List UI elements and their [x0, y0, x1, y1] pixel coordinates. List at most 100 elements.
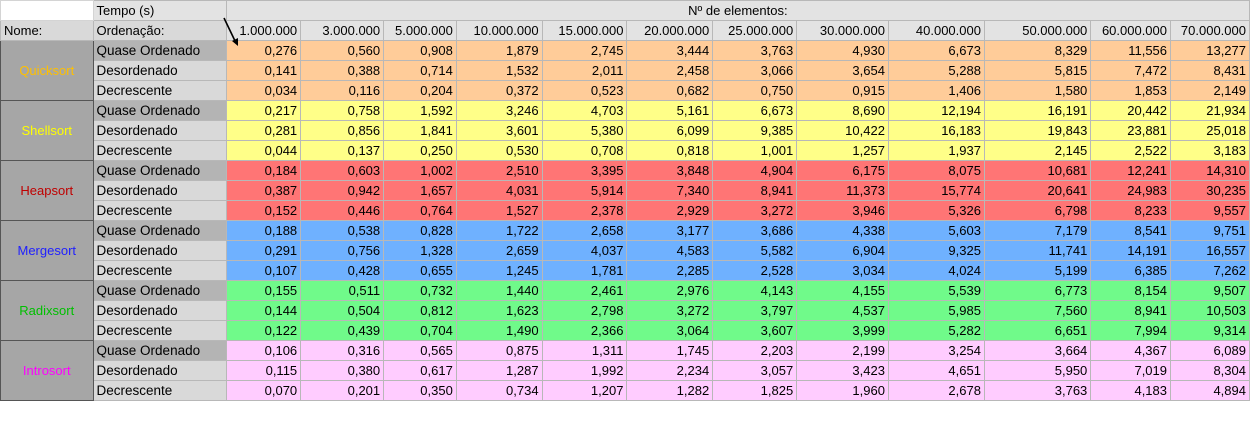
time-value-cell: 1,853: [1090, 80, 1172, 101]
time-value-cell: 0,201: [300, 380, 385, 401]
time-value-cell: 0,875: [455, 340, 543, 361]
ordering-type-label: Desordenado: [92, 300, 227, 321]
time-value-cell: 3,848: [626, 160, 714, 181]
ordering-type-label: Decrescente: [92, 80, 227, 101]
time-value-cell: 1,841: [383, 120, 457, 141]
ordering-type-label: Quase Ordenado: [92, 280, 227, 301]
time-value-cell: 3,395: [541, 160, 628, 181]
time-value-cell: 6,673: [887, 40, 985, 61]
time-value-cell: 2,659: [455, 240, 543, 261]
time-value-cell: 8,690: [796, 100, 889, 121]
time-value-cell: 11,556: [1090, 40, 1172, 61]
time-value-cell: 6,175: [796, 160, 889, 181]
ordering-type-label: Decrescente: [92, 200, 227, 221]
time-value-cell: 0,281: [225, 120, 302, 141]
table-row: Mergesort Quase Ordenado 0,188 0,538 0,828 1,…: [0, 220, 1250, 281]
time-value-cell: 9,557: [1170, 200, 1250, 221]
time-value-cell: 1,657: [383, 180, 457, 201]
time-value-cell: 0,818: [626, 140, 714, 161]
time-value-cell: 0,603: [300, 160, 385, 181]
time-value-cell: 0,034: [225, 80, 302, 101]
time-value-cell: 2,145: [983, 140, 1092, 161]
ordering-type-label: Decrescente: [92, 260, 227, 281]
time-value-cell: 20,641: [983, 180, 1092, 201]
time-value-cell: 14,191: [1090, 240, 1172, 261]
ordering-type-label: Desordenado: [92, 240, 227, 261]
table-row: Decrescente 0,070 0,201 0,350 0,734 1,207 1,28…: [1, 380, 1250, 401]
time-value-cell: 6,651: [983, 320, 1092, 341]
time-value-cell: 9,385: [712, 120, 798, 141]
time-value-cell: 8,431: [1170, 60, 1250, 81]
time-value-cell: 2,798: [541, 300, 628, 321]
time-value-cell: 0,714: [383, 60, 457, 81]
time-value-cell: 16,191: [983, 100, 1092, 121]
time-value-cell: 4,143: [712, 280, 798, 301]
time-value-cell: 3,423: [796, 360, 889, 381]
time-value-cell: 10,681: [983, 160, 1092, 181]
time-value-cell: 2,199: [796, 340, 889, 361]
time-value-cell: 0,504: [300, 300, 385, 321]
time-value-cell: 2,510: [455, 160, 543, 181]
time-value-cell: 0,708: [541, 140, 628, 161]
time-value-cell: 2,528: [712, 260, 798, 281]
time-value-cell: 0,942: [300, 180, 385, 201]
table-row: Introsort Quase Ordenado 0,106 0,316 0,565 0,…: [0, 340, 1250, 401]
time-value-cell: 2,658: [541, 220, 628, 241]
table-row: Desordenado 0,291 0,756 1,328 2,659 4,037 4,58…: [1, 240, 1250, 261]
time-value-cell: 2,366: [541, 320, 628, 341]
column-header-size: 1.000.000: [225, 20, 302, 41]
time-value-cell: 0,682: [626, 80, 714, 101]
time-value-cell: 11,741: [983, 240, 1092, 261]
time-value-cell: 25,018: [1170, 120, 1250, 141]
time-value-cell: 0,530: [455, 140, 543, 161]
time-value-cell: 2,929: [626, 200, 714, 221]
time-value-cell: 0,204: [383, 80, 457, 101]
time-value-cell: 0,511: [300, 280, 385, 301]
time-value-cell: 0,750: [712, 80, 798, 101]
time-value-cell: 7,179: [983, 220, 1092, 241]
time-value-cell: 2,234: [626, 360, 714, 381]
time-value-cell: 1,825: [712, 380, 798, 401]
time-value-cell: 4,894: [1170, 380, 1250, 401]
time-value-cell: 0,538: [300, 220, 385, 241]
time-value-cell: 4,904: [712, 160, 798, 181]
time-value-cell: 1,328: [383, 240, 457, 261]
time-value-cell: 0,734: [455, 380, 543, 401]
time-value-cell: 3,246: [455, 100, 543, 121]
time-value-cell: 2,678: [887, 380, 985, 401]
column-header-size: 3.000.000: [300, 20, 385, 41]
time-value-cell: 4,651: [887, 360, 985, 381]
time-value-cell: 2,011: [541, 60, 628, 81]
column-header-size: 40.000.000: [887, 20, 985, 41]
time-value-cell: 2,976: [626, 280, 714, 301]
time-value-cell: 0,152: [225, 200, 302, 221]
time-value-cell: 1,490: [455, 320, 543, 341]
time-value-cell: 1,532: [455, 60, 543, 81]
time-value-cell: 5,282: [887, 320, 985, 341]
time-value-cell: 4,183: [1090, 380, 1172, 401]
time-value-cell: 0,560: [300, 40, 385, 61]
column-header-size: 70.000.000: [1170, 20, 1250, 41]
algorithm-name: Heapsort: [0, 160, 94, 221]
time-value-cell: 7,472: [1090, 60, 1172, 81]
ordering-label: Ordenação:: [92, 20, 227, 41]
time-value-cell: 12,241: [1090, 160, 1172, 181]
column-header-size: 25.000.000: [712, 20, 798, 41]
time-value-cell: 8,941: [712, 180, 798, 201]
time-value-cell: 11,373: [796, 180, 889, 201]
time-value-cell: 1,781: [541, 260, 628, 281]
time-value-cell: 7,340: [626, 180, 714, 201]
time-value-cell: 0,070: [225, 380, 302, 401]
time-value-cell: 6,798: [983, 200, 1092, 221]
elements-label: Nº de elementos:: [225, 0, 1250, 21]
time-value-cell: 1,745: [626, 340, 714, 361]
time-value-cell: 13,277: [1170, 40, 1250, 61]
table-row: Desordenado 0,144 0,504 0,812 1,623 2,798 3,27…: [1, 300, 1250, 321]
time-value-cell: 8,233: [1090, 200, 1172, 221]
column-header-size: 60.000.000: [1090, 20, 1172, 41]
time-value-cell: 9,507: [1170, 280, 1250, 301]
algorithm-name: Introsort: [0, 340, 94, 401]
time-value-cell: 1,960: [796, 380, 889, 401]
algorithm-name: Shellsort: [0, 100, 94, 161]
time-value-cell: 4,930: [796, 40, 889, 61]
